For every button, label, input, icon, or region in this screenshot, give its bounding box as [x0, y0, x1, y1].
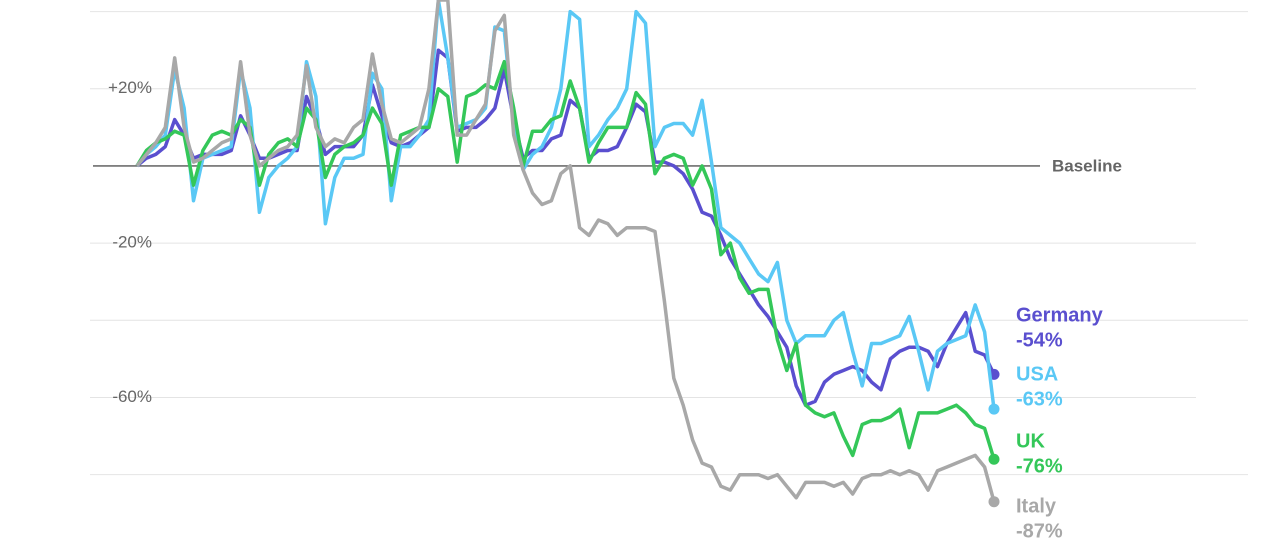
- baseline-label: Baseline: [1052, 156, 1122, 175]
- end-value-label: -87%: [1016, 520, 1063, 542]
- series-line: [135, 0, 996, 410]
- series-line: [135, 59, 996, 460]
- legend-label: Italy: [1016, 495, 1057, 517]
- end-point: [988, 403, 1000, 415]
- y-tick-label: +20%: [108, 78, 152, 97]
- end-point: [988, 453, 1000, 465]
- series-line: [135, 0, 996, 503]
- legend-label: Germany: [1016, 304, 1104, 326]
- end-value-label: -63%: [1016, 388, 1063, 410]
- series-line: [135, 48, 996, 407]
- y-tick-label: -60%: [112, 387, 152, 406]
- end-value-label: -54%: [1016, 329, 1063, 351]
- legend-label: UK: [1016, 430, 1045, 452]
- y-tick-label: -20%: [112, 233, 152, 252]
- end-value-label: -76%: [1016, 455, 1063, 477]
- legend-label: USA: [1016, 363, 1058, 385]
- end-point: [988, 496, 1000, 508]
